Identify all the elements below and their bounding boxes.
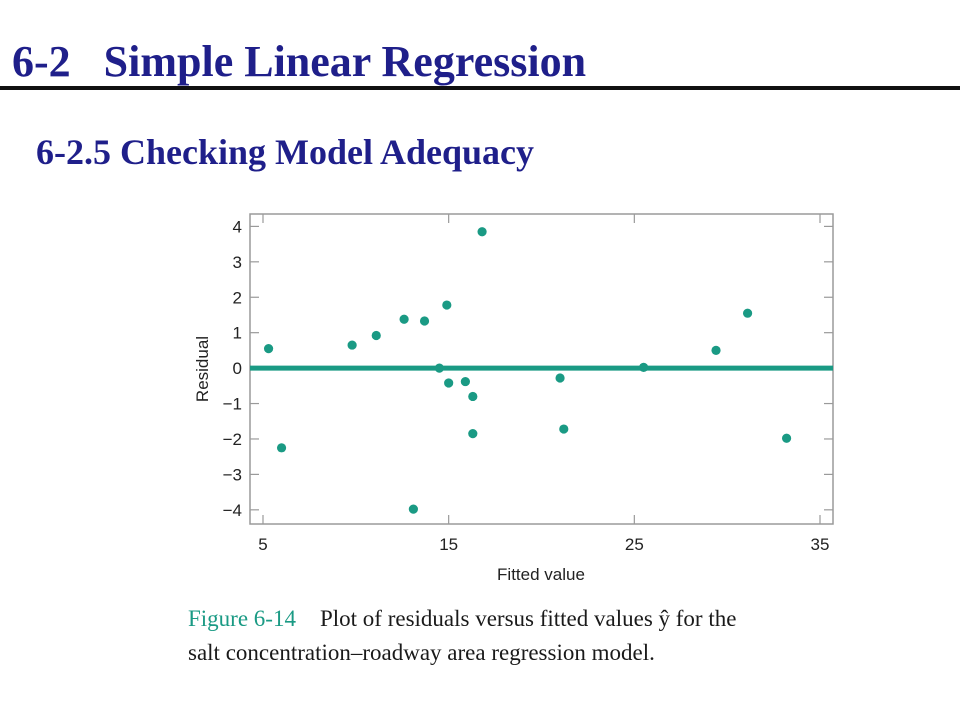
data-point bbox=[263, 344, 274, 354]
data-point bbox=[444, 378, 454, 388]
data-point bbox=[639, 362, 649, 373]
y-tick-label: 1 bbox=[233, 324, 242, 343]
y-tick-label: −4 bbox=[223, 501, 242, 520]
y-tick-label: 0 bbox=[233, 359, 242, 378]
axis-tick-labels: 4 3 2 1 0 −1 −2 −3 −4 5 15 25 35 bbox=[223, 217, 830, 554]
slide-title: 6-2 Simple Linear Regression bbox=[12, 37, 587, 86]
slide-subtitle: 6-2.5 Checking Model Adequacy bbox=[36, 132, 535, 172]
data-point bbox=[419, 316, 430, 326]
y-axis-label: Residual bbox=[193, 336, 212, 402]
caption-text-line1: Plot of residuals versus fitted values ŷ… bbox=[319, 606, 737, 631]
data-point bbox=[742, 308, 753, 318]
title-underline bbox=[0, 86, 960, 90]
data-point bbox=[276, 443, 287, 453]
data-point bbox=[781, 433, 792, 443]
data-point bbox=[477, 227, 487, 237]
data-point bbox=[468, 429, 478, 439]
data-point bbox=[347, 340, 357, 350]
figure-label: Figure 6-14 bbox=[188, 606, 296, 631]
y-tick-label: 2 bbox=[233, 288, 242, 307]
y-tick-label: 4 bbox=[233, 217, 242, 236]
y-tick-label: −3 bbox=[223, 465, 242, 484]
y-tick-label: 3 bbox=[233, 253, 242, 272]
x-tick-label: 35 bbox=[811, 535, 830, 554]
data-point bbox=[442, 300, 452, 310]
data-point bbox=[559, 424, 569, 434]
data-points bbox=[263, 227, 792, 514]
y-tick-label: −1 bbox=[223, 395, 242, 414]
x-tick-label: 25 bbox=[625, 535, 644, 554]
data-point bbox=[434, 363, 444, 373]
residual-scatter-chart: 4 3 2 1 0 −1 −2 −3 −4 5 15 25 35 Fitted value Residu… bbox=[193, 213, 834, 584]
x-tick-label: 5 bbox=[258, 535, 267, 554]
data-point bbox=[399, 314, 409, 324]
x-axis-label: Fitted value bbox=[497, 565, 585, 584]
data-point bbox=[555, 373, 565, 383]
data-point bbox=[711, 345, 721, 355]
data-point bbox=[460, 376, 470, 387]
y-tick-label: −2 bbox=[223, 430, 242, 449]
x-tick-label: 15 bbox=[439, 535, 458, 554]
data-point bbox=[408, 504, 418, 514]
data-point bbox=[468, 391, 478, 402]
caption-text-line2: salt concentration–roadway area regressi… bbox=[188, 640, 655, 665]
data-point bbox=[371, 330, 381, 341]
figure-caption: Figure 6-14 Plot of residuals versus fitt… bbox=[188, 602, 848, 670]
